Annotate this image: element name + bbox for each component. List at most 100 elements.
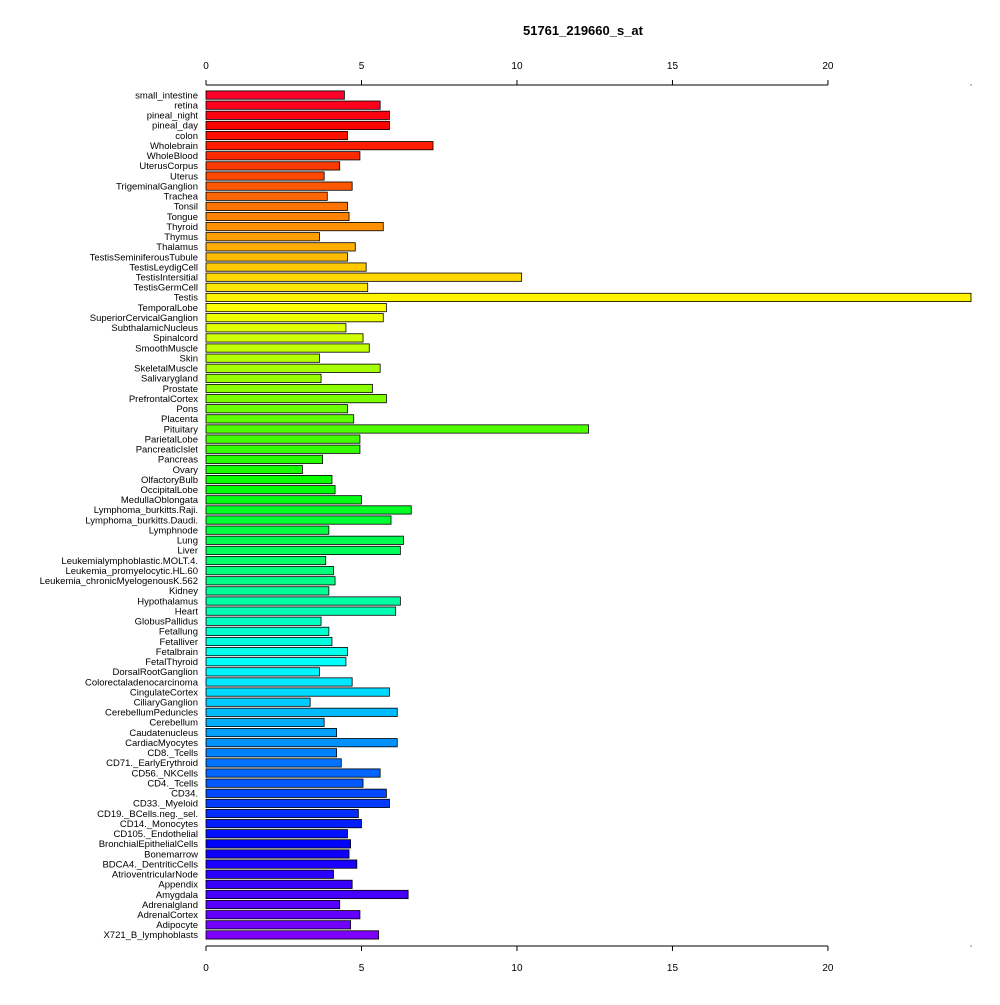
bar-64 <box>205 738 398 748</box>
bar-38 <box>205 475 333 485</box>
category-label-8: Uterus <box>170 171 198 182</box>
category-label-74: BronchialEpithelialCells <box>99 839 199 850</box>
category-label-66: CD71._EarlyErythroid <box>106 758 198 769</box>
tick-label-1: 5 <box>359 963 365 974</box>
bar-69 <box>205 788 387 798</box>
category-label-19: TestisGermCell <box>134 283 198 294</box>
bar-41 <box>205 505 412 515</box>
category-label-72: CD14._Monocytes <box>120 819 198 830</box>
bar-71 <box>205 808 359 819</box>
category-label-77: AtrioventricularNode <box>112 870 198 881</box>
category-label-16: TestisSeminiferousTubule <box>90 252 198 263</box>
category-label-78: Appendix <box>158 880 198 891</box>
bar-46 <box>205 555 327 566</box>
category-label-70: CD33._Myeloid <box>133 799 198 810</box>
category-label-34: ParietalLobe <box>145 434 198 445</box>
bar-9 <box>205 181 353 191</box>
category-label-75: Bonemarrow <box>144 849 198 860</box>
bar-19 <box>205 282 369 292</box>
category-label-54: Fetalliver <box>159 637 198 648</box>
bar-45 <box>205 545 401 555</box>
category-label-15: Thalamus <box>156 242 198 253</box>
bar-5 <box>205 141 434 151</box>
bar-17 <box>205 262 367 272</box>
bar-42 <box>205 515 392 525</box>
category-label-69: CD34. <box>171 789 198 800</box>
category-label-12: Tongue <box>167 212 198 223</box>
tick-label-3: 15 <box>667 963 679 974</box>
bar-29 <box>205 383 373 394</box>
bar-34 <box>205 434 361 444</box>
bar-35 <box>205 444 361 454</box>
bar-67 <box>205 768 381 778</box>
bar-74 <box>205 839 352 849</box>
bar-61 <box>205 707 398 717</box>
bar-62 <box>205 717 325 727</box>
bar-32 <box>205 414 355 424</box>
bar-77 <box>205 869 334 879</box>
category-label-45: Liver <box>177 546 198 557</box>
bar-52 <box>205 616 322 626</box>
bar-81 <box>205 910 361 920</box>
category-label-37: Ovary <box>173 465 199 476</box>
bar-22 <box>205 313 384 323</box>
category-label-63: Caudatenucleus <box>129 728 198 739</box>
category-label-49: Kidney <box>169 586 198 597</box>
bar-30 <box>205 394 387 404</box>
bar-57 <box>205 667 320 677</box>
category-label-6: WholeBlood <box>147 151 198 162</box>
category-label-41: Lymphoma_burkitts.Raji. <box>94 505 198 516</box>
bars-group <box>205 90 972 940</box>
category-label-64: CardiacMyocytes <box>125 738 198 749</box>
bar-40 <box>205 495 362 505</box>
category-label-58: Colorectaladenocarcinoma <box>85 677 199 688</box>
bar-2 <box>205 110 390 120</box>
category-label-61: CerebellumPeduncles <box>105 708 198 719</box>
category-label-4: colon <box>175 131 198 142</box>
category-label-39: OccipitalLobe <box>140 485 198 496</box>
category-label-25: SmoothMuscle <box>135 343 198 354</box>
bar-56 <box>205 657 347 667</box>
category-label-81: AdrenalCortex <box>137 910 198 921</box>
bar-6 <box>205 151 361 161</box>
bar-27 <box>205 363 381 373</box>
bar-15 <box>205 242 356 252</box>
category-label-17: TestisLeydigCell <box>129 262 198 273</box>
axis-end-mark <box>970 945 972 947</box>
category-label-26: Skin <box>180 353 198 364</box>
bar-55 <box>205 647 348 657</box>
category-label-80: Adrenalgland <box>142 900 198 911</box>
bar-54 <box>205 636 333 647</box>
bar-26 <box>205 353 320 363</box>
category-label-29: Prostate <box>163 384 198 395</box>
category-label-11: Tonsil <box>174 202 198 213</box>
category-label-55: Fetalbrain <box>156 647 198 658</box>
tick-label-0: 0 <box>203 963 209 974</box>
category-label-79: Amygdala <box>156 890 199 901</box>
bar-13 <box>205 222 384 232</box>
category-label-73: CD105._Endothelial <box>113 829 198 840</box>
category-label-56: FetalThyroid <box>145 657 198 668</box>
bar-47 <box>205 566 334 576</box>
bar-73 <box>205 829 348 839</box>
category-label-1: retina <box>174 100 198 111</box>
x-axis-bottom: 0 5 10 15 20 <box>203 945 972 974</box>
bar-78 <box>205 879 353 889</box>
category-label-13: Thyroid <box>166 222 198 233</box>
category-label-2: pineal_night <box>147 111 199 122</box>
bar-70 <box>205 798 390 808</box>
category-label-76: BDCA4._DentriticCells <box>102 859 198 870</box>
bar-20 <box>205 292 972 302</box>
bar-16 <box>205 252 348 262</box>
bar-83 <box>205 930 379 940</box>
bar-39 <box>205 485 336 495</box>
category-label-14: Thymus <box>164 232 198 243</box>
category-label-40: MedullaOblongata <box>121 495 199 506</box>
category-label-21: TemporalLobe <box>138 303 198 314</box>
bar-10 <box>205 191 328 201</box>
category-label-46: Leukemialymphoblastic.MOLT.4. <box>61 556 198 567</box>
category-label-60: CiliaryGanglion <box>134 698 198 709</box>
bar-58 <box>205 677 353 687</box>
